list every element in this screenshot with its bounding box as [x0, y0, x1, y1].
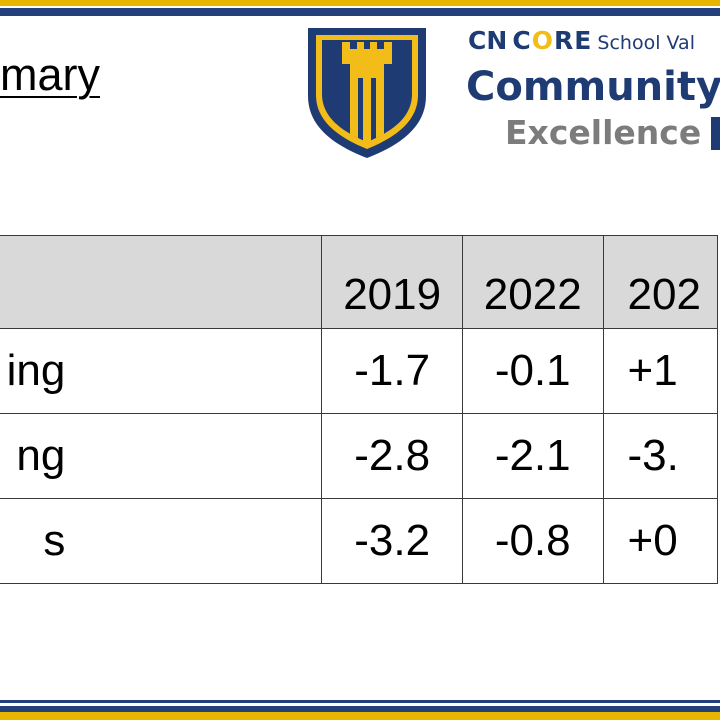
table-cell: -0.1	[461, 328, 604, 414]
slide-title: mary	[0, 49, 100, 100]
logo-cn-core-line: CN CORE School Val	[468, 26, 695, 55]
table-cell: -1.7	[321, 328, 463, 414]
row-label: ing	[0, 328, 323, 414]
table-header-row: 2019 2022 202	[0, 235, 719, 329]
top-border	[0, 0, 720, 16]
school-crest-icon	[308, 28, 426, 158]
table-row: s -3.2 -0.8 +0	[0, 498, 719, 584]
table-cell: +0	[602, 498, 719, 584]
table-cell: -3.	[602, 413, 719, 499]
header-cell-2022: 2022	[461, 235, 604, 329]
table-cell: -2.8	[321, 413, 463, 499]
header-cell-label	[0, 235, 323, 329]
header-cell-2019: 2019	[321, 235, 463, 329]
logo-core-text: CORE	[512, 26, 593, 55]
table-cell: -3.2	[321, 498, 463, 584]
summary-table: 2019 2022 202 ing -1.7 -0.1 +1 ng -2.8 -…	[0, 235, 719, 584]
logo-school-values-text: School Val	[597, 32, 695, 54]
table-row: ing -1.7 -0.1 +1	[0, 328, 719, 414]
row-label: s	[0, 498, 323, 584]
logo-community-text: Community	[466, 64, 720, 110]
table-cell: +1	[602, 328, 719, 414]
logo-excellence-text: Excellence	[505, 113, 702, 152]
table-cell: -2.1	[461, 413, 604, 499]
table-row: ng -2.8 -2.1 -3.	[0, 413, 719, 499]
bottom-border	[0, 700, 720, 720]
logo-cn-text: CN	[468, 26, 508, 55]
table-cell: -0.8	[461, 498, 604, 584]
header-cell-202x: 202	[602, 235, 719, 329]
logo-accent-bar	[711, 117, 720, 150]
row-label: ng	[0, 413, 323, 499]
